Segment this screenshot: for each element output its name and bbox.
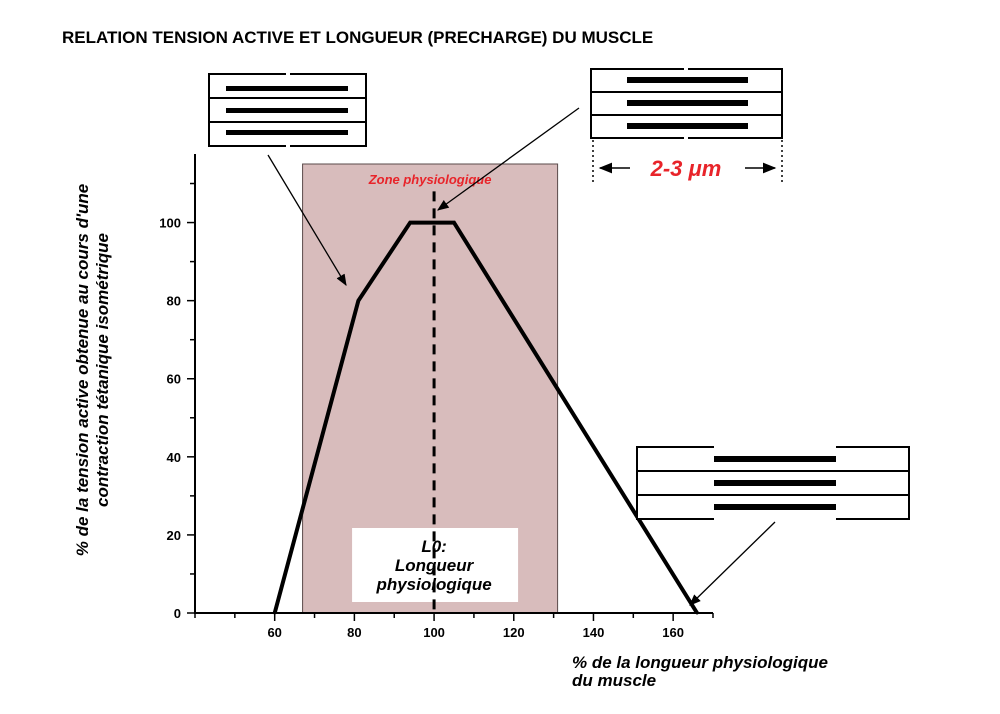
data-point (695, 611, 699, 615)
x-axis-label-line: % de la longueur physiologique (572, 653, 828, 672)
x-tick-label: 100 (423, 625, 445, 640)
data-point (356, 299, 360, 303)
y-tick-label: 20 (167, 528, 181, 543)
y-tick-label: 0 (174, 606, 181, 621)
y-tick-label: 40 (167, 450, 181, 465)
callout-arrow-stretched (689, 521, 776, 606)
sarcomere-length-label: 2-3 μm (650, 156, 722, 181)
callout-arrow-compressed (267, 154, 347, 287)
x-axis-label-line: du muscle (572, 671, 656, 690)
sarcomere-optimal (590, 66, 783, 185)
y-tick-label: 80 (167, 294, 181, 309)
y-axis-label-line: contraction tétanique isométrique (93, 233, 112, 507)
data-point (452, 221, 456, 225)
x-tick-label: 80 (347, 625, 361, 640)
series (272, 220, 699, 615)
x-tick-label: 160 (662, 625, 684, 640)
y-axis-label-line: % de la tension active obtenue au cours … (73, 184, 92, 556)
y-axis-label: % de la tension active obtenue au cours … (73, 184, 112, 556)
axes: 60 80 100 120 140 160 0 20 40 60 80 100 (159, 154, 714, 640)
data-point (408, 221, 412, 225)
chart-title: RELATION TENSION ACTIVE ET LONGUEUR (PRE… (62, 28, 653, 47)
x-tick-label: 120 (503, 625, 525, 640)
zone-label: Zone physiologique (368, 172, 492, 187)
l0-label-line: L0: (421, 537, 447, 556)
y-tick-label: 100 (159, 216, 181, 231)
x-tick-label: 60 (267, 625, 281, 640)
data-point (273, 611, 277, 615)
y-tick-label: 60 (167, 372, 181, 387)
sarcomere-compressed (208, 71, 367, 149)
callout-arrow-optimal (437, 107, 580, 211)
sarcomere-stretched (636, 444, 910, 522)
x-tick-label: 140 (583, 625, 605, 640)
